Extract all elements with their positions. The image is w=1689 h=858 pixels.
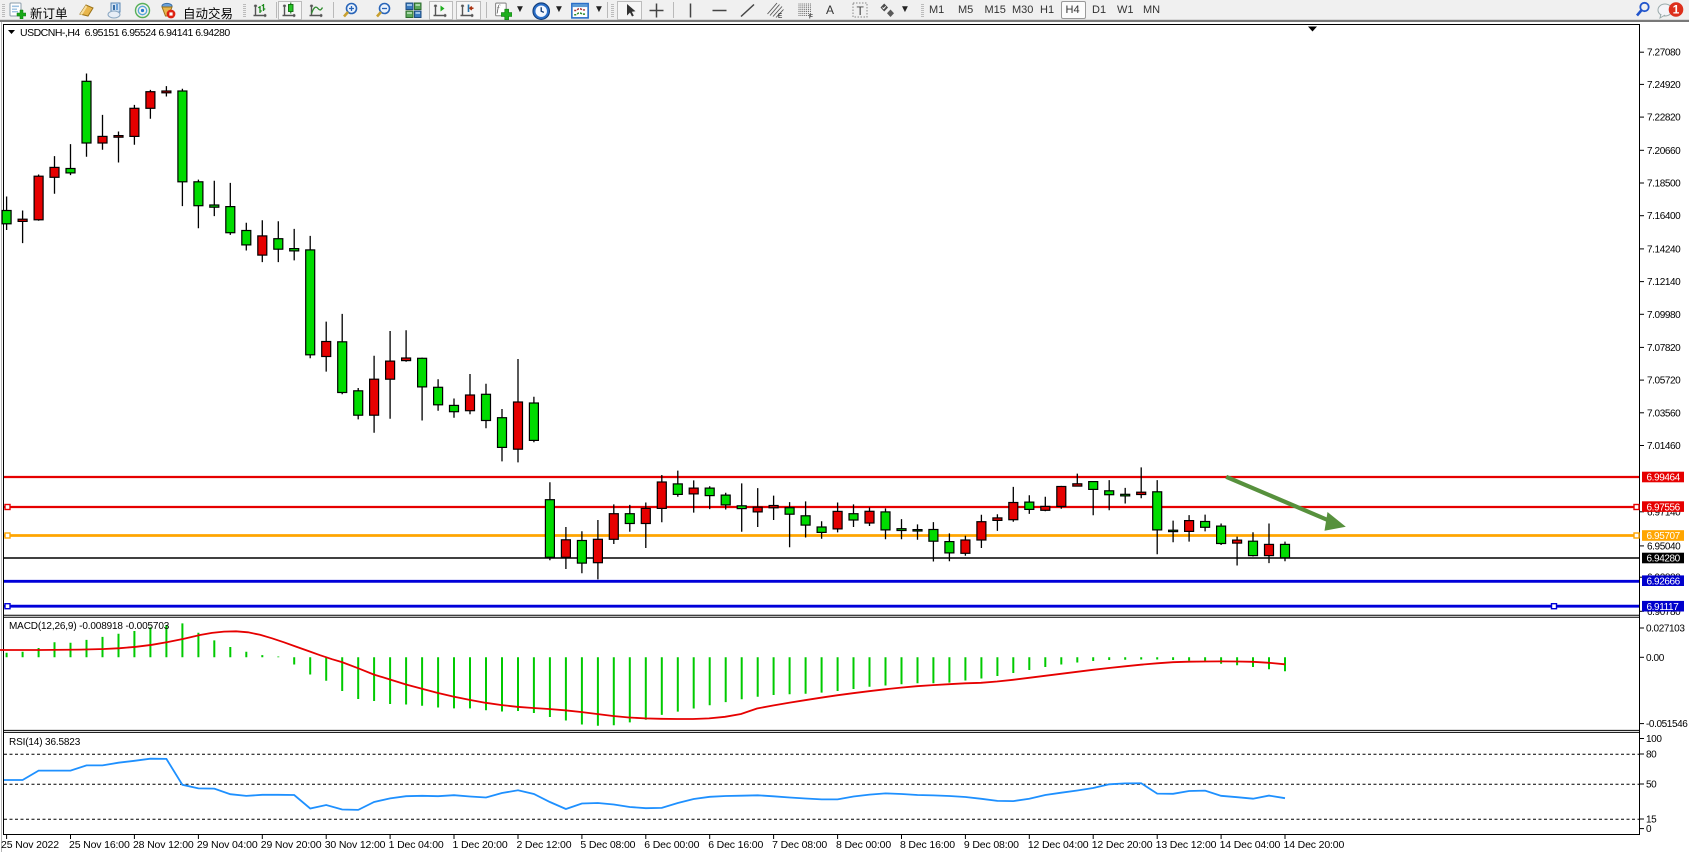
svg-text:T: T	[857, 4, 865, 18]
svg-text:14 Dec 04:00: 14 Dec 04:00	[1220, 839, 1281, 851]
svg-text:F: F	[809, 14, 813, 20]
svg-text:6.95707: 6.95707	[1647, 531, 1681, 542]
svg-text:25 Nov 16:00: 25 Nov 16:00	[69, 839, 130, 851]
svg-text:25 Nov 2022: 25 Nov 2022	[1, 839, 59, 851]
svg-text:12 Dec 04:00: 12 Dec 04:00	[1028, 839, 1089, 851]
svg-text:7.01460: 7.01460	[1647, 441, 1681, 452]
svg-text:12 Dec 20:00: 12 Dec 20:00	[1092, 839, 1153, 851]
svg-text:E: E	[778, 13, 783, 19]
svg-text:7.22820: 7.22820	[1647, 113, 1681, 124]
svg-text:7 Dec 08:00: 7 Dec 08:00	[772, 839, 827, 851]
svg-text:7.03560: 7.03560	[1647, 408, 1681, 419]
svg-text:7.16400: 7.16400	[1647, 211, 1681, 222]
svg-text:13 Dec 12:00: 13 Dec 12:00	[1156, 839, 1217, 851]
svg-text:8 Dec 16:00: 8 Dec 16:00	[900, 839, 955, 851]
svg-text:0.027103: 0.027103	[1646, 624, 1685, 635]
svg-text:8 Dec 00:00: 8 Dec 00:00	[836, 839, 891, 851]
svg-text:7.09980: 7.09980	[1647, 310, 1681, 321]
svg-text:7.07820: 7.07820	[1647, 343, 1681, 354]
svg-text:0: 0	[1646, 824, 1652, 835]
svg-text:6 Dec 16:00: 6 Dec 16:00	[708, 839, 763, 851]
svg-text:29 Nov 04:00: 29 Nov 04:00	[197, 839, 258, 851]
svg-text:50: 50	[1646, 780, 1657, 791]
svg-text:RSI(14) 36.5823: RSI(14) 36.5823	[9, 737, 81, 748]
svg-text:14 Dec 20:00: 14 Dec 20:00	[1284, 839, 1345, 851]
svg-text:80: 80	[1646, 750, 1657, 761]
svg-text:6.99464: 6.99464	[1647, 473, 1681, 484]
svg-text:6.94280: 6.94280	[1647, 554, 1681, 565]
svg-text:7.18500: 7.18500	[1647, 179, 1681, 190]
svg-text:7.14240: 7.14240	[1647, 244, 1681, 255]
svg-text:6.90780: 6.90780	[1647, 607, 1681, 618]
svg-text:6.92666: 6.92666	[1647, 576, 1681, 587]
svg-text:0.00: 0.00	[1646, 653, 1665, 664]
svg-text:1: 1	[1673, 3, 1680, 17]
svg-text:100: 100	[1646, 734, 1662, 745]
svg-text:28 Nov 12:00: 28 Nov 12:00	[133, 839, 194, 851]
svg-text:6.95040: 6.95040	[1647, 541, 1681, 552]
svg-text:f: f	[497, 4, 501, 15]
svg-text:1 Dec 20:00: 1 Dec 20:00	[453, 839, 508, 851]
svg-text:30 Nov 12:00: 30 Nov 12:00	[325, 839, 386, 851]
svg-text:7.12140: 7.12140	[1647, 277, 1681, 288]
svg-text:9 Dec 08:00: 9 Dec 08:00	[964, 839, 1019, 851]
svg-text:29 Nov 20:00: 29 Nov 20:00	[261, 839, 322, 851]
svg-text:7.05720: 7.05720	[1647, 376, 1681, 387]
svg-text:6.97140: 6.97140	[1647, 507, 1681, 518]
svg-text:2 Dec 12:00: 2 Dec 12:00	[516, 839, 571, 851]
svg-text:15: 15	[1646, 815, 1657, 826]
svg-text:6.91117: 6.91117	[1647, 602, 1680, 613]
svg-text:6.97556: 6.97556	[1647, 502, 1681, 513]
svg-text:MACD(12,26,9) -0.008918 -0.005: MACD(12,26,9) -0.008918 -0.005703	[9, 621, 170, 632]
svg-text:6 Dec 00:00: 6 Dec 00:00	[644, 839, 699, 851]
svg-text:7.20660: 7.20660	[1647, 146, 1681, 157]
svg-text:-0.051546: -0.051546	[1646, 719, 1688, 730]
svg-text:7.24920: 7.24920	[1647, 80, 1681, 91]
svg-text:USDCNH-,H4 6.95151 6.95524 6.: USDCNH-,H4 6.95151 6.95524 6.94141 6.942…	[20, 27, 230, 39]
svg-text:7.27080: 7.27080	[1647, 48, 1681, 59]
svg-text:5 Dec 08:00: 5 Dec 08:00	[580, 839, 635, 851]
svg-text:1 Dec 04:00: 1 Dec 04:00	[389, 839, 444, 851]
